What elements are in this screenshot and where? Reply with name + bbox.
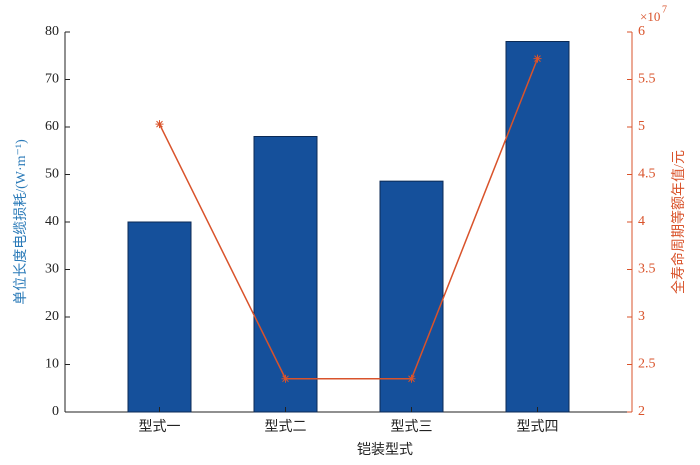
bar (253, 136, 318, 413)
y-tick-label: 80 (45, 24, 59, 39)
bar (505, 41, 570, 413)
y-tick-label: 60 (45, 119, 59, 134)
y-tick-label: 70 (45, 72, 59, 87)
y2-axis-label: 全寿命周期等额年值/元 (670, 150, 687, 294)
y2-tick-label: 5 (638, 119, 645, 134)
y-tick-label: 20 (45, 309, 59, 324)
x-tick-label: 型式三 (391, 419, 433, 435)
y-tick-label: 10 (45, 357, 59, 372)
line (158, 58, 539, 380)
marker (533, 54, 542, 63)
y2-multiplier-exponent: 7 (662, 4, 667, 15)
y-axis-label: 单位长度电缆损耗/(W·m⁻¹) (13, 139, 29, 305)
y2-tick-label: 2.5 (638, 357, 656, 372)
marker (155, 120, 164, 129)
x-tick-label: 型式四 (517, 419, 559, 435)
y2-tick-label: 6 (638, 24, 645, 39)
y2-tick-label: 3 (638, 309, 645, 324)
y2-tick-label: 5.5 (638, 72, 656, 87)
x-tick-label: 型式二 (265, 419, 307, 435)
y2-multiplier: ×10 (640, 9, 660, 24)
bar (379, 180, 444, 413)
x-tick-label: 型式一 (139, 419, 181, 435)
y2-tick-label: 4.5 (638, 167, 656, 182)
y-tick-label: 30 (45, 262, 59, 277)
y2-tick-label: 3.5 (638, 262, 656, 277)
y2-tick-label: 4 (638, 214, 645, 229)
bar (127, 221, 192, 413)
y-tick-label: 40 (45, 214, 59, 229)
marker (407, 374, 416, 383)
marker (281, 374, 290, 383)
y-tick-label: 0 (52, 404, 59, 419)
y2-tick-label: 2 (638, 404, 645, 419)
y-tick-label: 50 (45, 167, 59, 182)
x-axis-label: 铠装型式 (357, 442, 413, 458)
